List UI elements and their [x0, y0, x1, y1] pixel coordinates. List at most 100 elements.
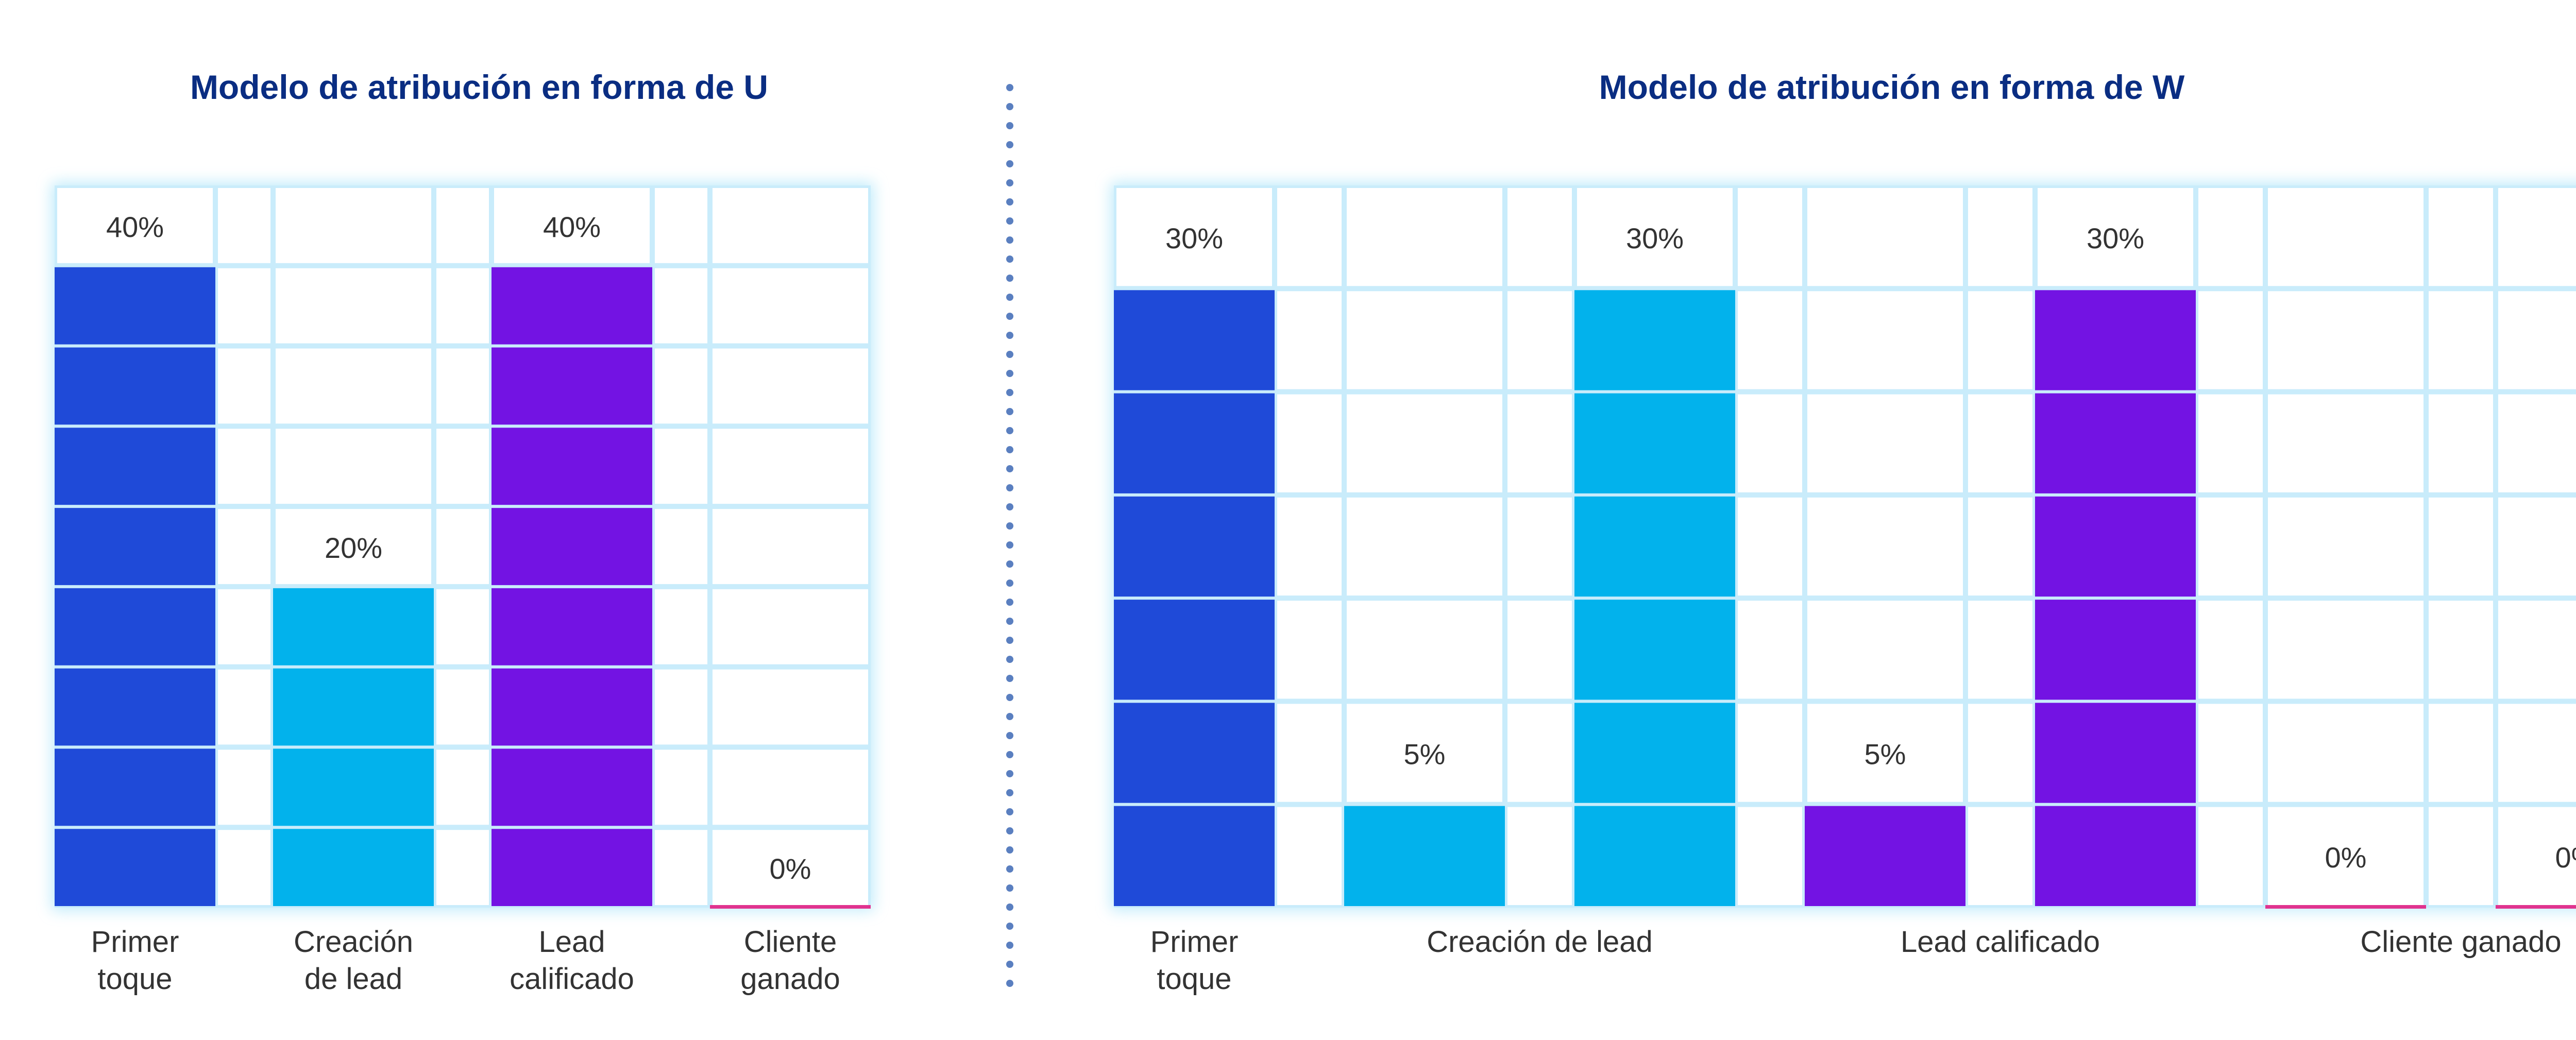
divider-dot	[1006, 370, 1013, 377]
grid-cell	[713, 268, 868, 344]
divider-dot	[1006, 446, 1013, 453]
bar-segment	[492, 428, 652, 505]
divider-dot	[1006, 179, 1013, 186]
grid-gap-cell	[1738, 188, 1802, 286]
bar-value-label: 30%	[1626, 222, 1684, 254]
grid-gap-cell	[436, 830, 489, 905]
grid-gap-cell	[1968, 497, 2032, 596]
grid-cell	[276, 348, 431, 424]
grid-gap-cell	[1277, 291, 1342, 389]
grid-cell	[2498, 394, 2576, 492]
chart-title: Modelo de atribución en forma de U	[190, 68, 768, 106]
divider-dot	[1006, 770, 1013, 777]
grid-cell	[1347, 394, 1502, 492]
divider-dot	[1006, 122, 1013, 129]
grid-cell	[1807, 188, 1963, 286]
grid-cell	[1807, 394, 1963, 492]
grid-cell	[276, 509, 431, 584]
bar-segment	[492, 829, 652, 906]
grid-cell	[713, 830, 868, 905]
bar-segment	[2035, 393, 2196, 493]
divider-dot	[1006, 141, 1013, 148]
bar-segment	[492, 588, 652, 666]
divider-dot	[1006, 846, 1013, 854]
divider-dot	[1006, 198, 1013, 206]
grid-cell	[1347, 291, 1502, 389]
bar-segment	[1574, 806, 1735, 906]
grid-cell	[276, 268, 431, 344]
bar-segment	[273, 748, 434, 826]
x-tick-label: Lead	[538, 925, 605, 959]
grid-cell	[2038, 188, 2193, 286]
grid-gap-cell	[436, 589, 489, 664]
chart-w-shape: Modelo de atribución en forma de W30%5%3…	[1111, 68, 2576, 996]
bar-segment	[492, 748, 652, 826]
grid-gap-cell	[2198, 601, 2263, 699]
grid-cell	[2498, 704, 2576, 802]
zero-bar-line	[2496, 905, 2576, 909]
grid-cell	[713, 749, 868, 825]
bar-segment	[273, 829, 434, 906]
grid-gap-cell	[1738, 601, 1802, 699]
grid-gap-cell	[2198, 188, 2263, 286]
divider-dot	[1006, 751, 1013, 758]
grid-cell	[2498, 807, 2576, 905]
bar-value-label: 0%	[2555, 841, 2576, 874]
grid-gap-cell	[655, 268, 707, 344]
x-tick-label: de lead	[304, 962, 402, 996]
grid-gap-cell	[1738, 394, 1802, 492]
divider-dot	[1006, 675, 1013, 682]
x-tick-label: toque	[97, 962, 172, 996]
grid-gap-cell	[1507, 601, 1572, 699]
divider-dot	[1006, 789, 1013, 796]
grid-gap-cell	[655, 830, 707, 905]
divider-dot	[1006, 694, 1013, 701]
x-tick-label: Creación de lead	[1427, 925, 1653, 959]
bar-value-label: 40%	[543, 211, 601, 243]
divider-dot	[1006, 275, 1013, 282]
grid-cell	[276, 429, 431, 504]
divider-dot	[1006, 884, 1013, 892]
grid-cell	[1347, 704, 1502, 802]
divider-dot	[1006, 865, 1013, 873]
grid-gap-cell	[1507, 188, 1572, 286]
bar-segment	[2035, 806, 2196, 906]
grid-cell	[1807, 704, 1963, 802]
divider-dot	[1006, 313, 1013, 320]
grid-gap-cell	[218, 589, 270, 664]
grid-gap-cell	[436, 429, 489, 504]
grid-cell	[57, 188, 213, 263]
divider-dot	[1006, 656, 1013, 663]
section-divider	[1006, 84, 1013, 987]
bar-segment	[492, 668, 652, 746]
grid-cell	[713, 188, 868, 263]
bar-segment	[492, 267, 652, 345]
grid-gap-cell	[1968, 807, 2032, 905]
divider-dot	[1006, 980, 1013, 987]
bar-segment	[1114, 290, 1275, 390]
grid-gap-cell	[655, 509, 707, 584]
grid-gap-cell	[655, 749, 707, 825]
grid-gap-cell	[655, 589, 707, 664]
grid-gap-cell	[2429, 704, 2493, 802]
x-tick-label: Creación	[294, 925, 413, 959]
bar-segment	[55, 829, 215, 906]
bar-segment	[1114, 703, 1275, 803]
grid-gap-cell	[436, 268, 489, 344]
grid-cell	[2498, 188, 2576, 286]
grid-gap-cell	[1277, 394, 1342, 492]
grid-gap-cell	[1277, 188, 1342, 286]
bar-segment	[1574, 703, 1735, 803]
grid-gap-cell	[2429, 188, 2493, 286]
x-tick-label: calificado	[510, 962, 634, 996]
divider-dot	[1006, 732, 1013, 739]
grid-gap-cell	[1968, 291, 2032, 389]
grid-cell	[2268, 807, 2424, 905]
grid-gap-cell	[1507, 291, 1572, 389]
divider-dot	[1006, 408, 1013, 415]
bar-value-label: 0%	[770, 853, 811, 885]
grid-cell	[1807, 497, 1963, 596]
bar-segment	[55, 267, 215, 345]
